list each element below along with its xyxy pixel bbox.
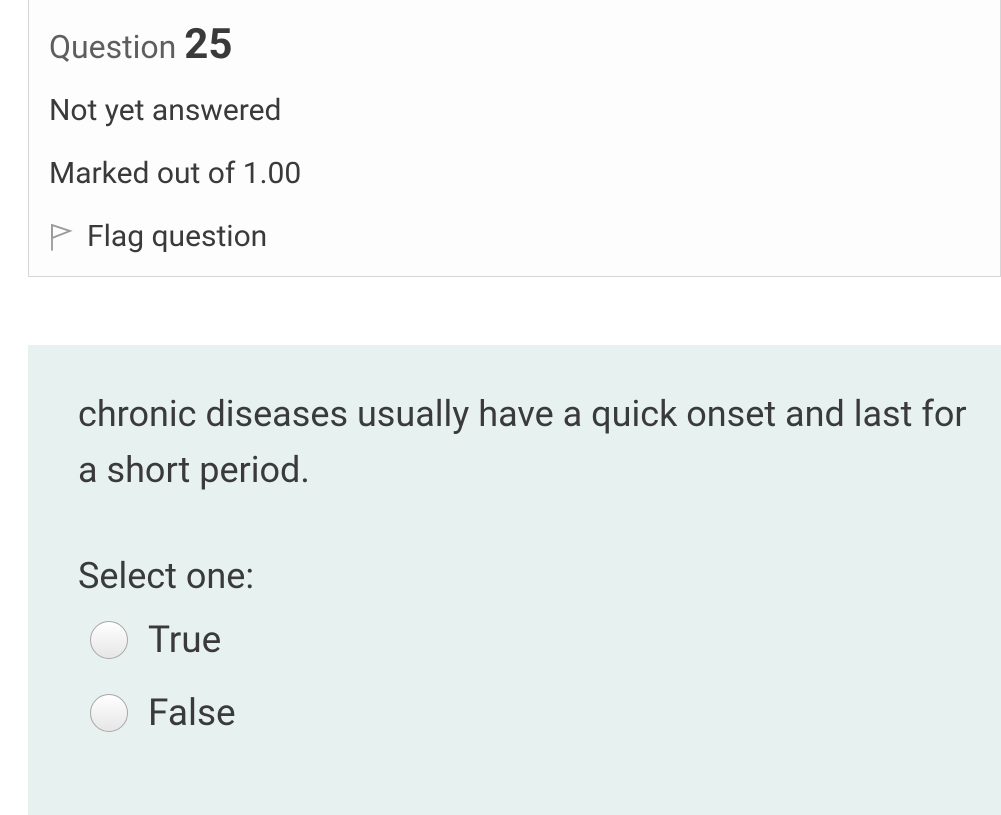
flag-label: Flag question [87,219,267,254]
question-body-panel: chronic diseases usually have a quick on… [28,345,1001,815]
question-info-panel: Question 25 Not yet answered Marked out … [28,0,1001,277]
radio-icon [90,694,128,732]
option-true[interactable]: True [78,619,971,662]
option-label: True [148,619,221,662]
option-label: False [148,692,236,735]
option-false[interactable]: False [78,692,971,735]
flag-icon [49,223,73,251]
question-text: chronic diseases usually have a quick on… [78,387,971,499]
question-number: 25 [184,20,232,69]
answer-status: Not yet answered [49,93,1000,128]
question-label: Question [49,28,184,66]
flag-question-link[interactable]: Flag question [49,219,1000,254]
marks-text: Marked out of 1.00 [49,156,1000,191]
select-prompt: Select one: [78,555,971,597]
question-heading: Question 25 [49,0,1000,69]
radio-icon [90,621,128,659]
